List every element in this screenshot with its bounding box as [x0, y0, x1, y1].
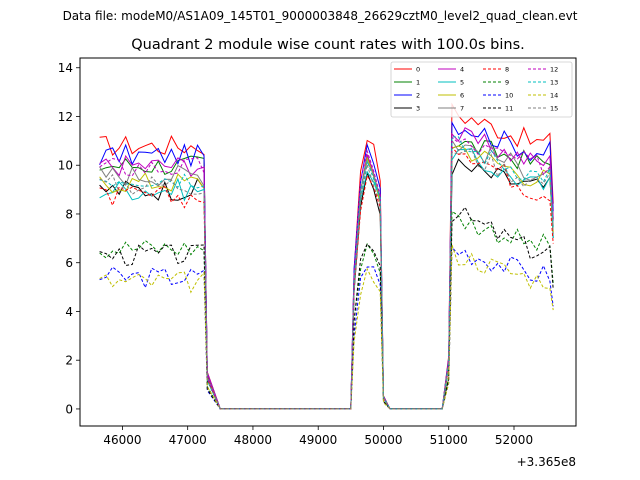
y-tick-label: 0	[65, 402, 73, 416]
x-tick-label: 49000	[299, 433, 337, 447]
legend-label: 9	[505, 78, 509, 86]
x-tick-label: 46000	[103, 433, 141, 447]
y-tick-label: 8	[65, 207, 73, 221]
y-tick-label: 12	[58, 110, 73, 124]
y-axis: 0 2 4 6 8 10 12 14	[58, 61, 80, 416]
series-line-12	[99, 136, 554, 410]
legend-label: 14	[550, 91, 558, 99]
y-tick-label: 10	[58, 159, 73, 173]
legend-label: 0	[416, 65, 420, 73]
legend-label: 5	[460, 78, 464, 86]
series-line-0	[99, 102, 554, 410]
legend-label: 8	[505, 65, 509, 73]
series-layer	[99, 102, 554, 410]
series-line-9	[99, 210, 554, 410]
legend-label: 10	[505, 91, 513, 99]
x-tick-label: 50000	[364, 433, 402, 447]
legend-label: 12	[550, 65, 558, 73]
legend-label: 13	[550, 78, 558, 86]
x-tick-label: 52000	[495, 433, 533, 447]
x-offset-label: +3.365e8	[517, 455, 576, 469]
x-tick-label: 47000	[169, 433, 207, 447]
y-tick-label: 14	[58, 61, 73, 75]
legend-label: 4	[460, 65, 464, 73]
legend-label: 6	[460, 91, 464, 99]
legend-label: 15	[550, 104, 558, 112]
legend-label: 1	[416, 78, 420, 86]
series-line-15	[99, 148, 554, 410]
series-line-14	[99, 244, 554, 410]
legend-label: 2	[416, 91, 420, 99]
plot-frame	[79, 57, 577, 427]
series-line-11	[99, 206, 554, 410]
y-tick-label: 6	[65, 256, 73, 270]
series-line-4	[99, 127, 554, 410]
y-tick-label: 4	[65, 305, 73, 319]
chart-title: Quadrant 2 module wise count rates with …	[131, 37, 525, 53]
series-line-8	[99, 146, 554, 410]
series-line-3	[99, 158, 554, 410]
legend-label: 3	[416, 104, 420, 112]
x-axis: 46000 47000 48000 49000 50000 51000 52000	[103, 426, 533, 447]
x-tick-label: 51000	[430, 433, 468, 447]
legend-label: 7	[460, 104, 464, 112]
x-tick-label: 48000	[234, 433, 272, 447]
series-line-13	[99, 136, 554, 410]
series-line-2	[99, 120, 554, 410]
chart-suptitle: Data file: modeM0/AS1A09_145T01_90000038…	[63, 9, 578, 23]
y-tick-label: 2	[65, 354, 73, 368]
series-line-6	[99, 145, 554, 410]
legend-label: 11	[505, 104, 513, 112]
legend-frame	[390, 61, 573, 118]
